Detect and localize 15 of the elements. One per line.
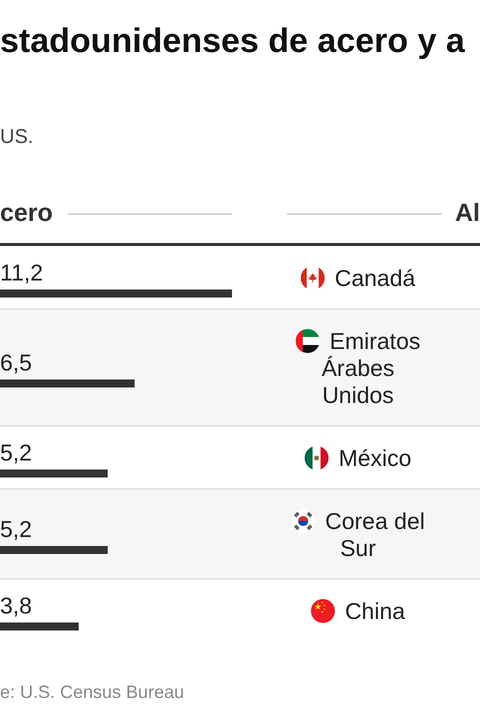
y-tick-label: Emiratos Árabes Unidos bbox=[322, 328, 420, 408]
text: cero bbox=[0, 199, 53, 227]
legend-label: Al bbox=[455, 199, 480, 227]
y-tick-label: China bbox=[344, 598, 406, 624]
data-label: 3,8 bbox=[0, 592, 32, 618]
y-tick-label: Corea del Sur bbox=[325, 508, 425, 561]
chart-title: stadounidenses de acero y a bbox=[0, 22, 466, 60]
data-label: 6,5 bbox=[0, 350, 32, 376]
chart-subtitle: US. bbox=[0, 126, 34, 148]
data-label: 5,2 bbox=[0, 516, 32, 542]
data-label: 11,2 bbox=[0, 260, 44, 286]
y-tick-label: México bbox=[338, 445, 412, 471]
y-tick-label: Canadá bbox=[334, 265, 416, 291]
annotation: e: U.S. Census Bureau bbox=[0, 682, 184, 702]
data-label: 5,2 bbox=[0, 440, 32, 466]
